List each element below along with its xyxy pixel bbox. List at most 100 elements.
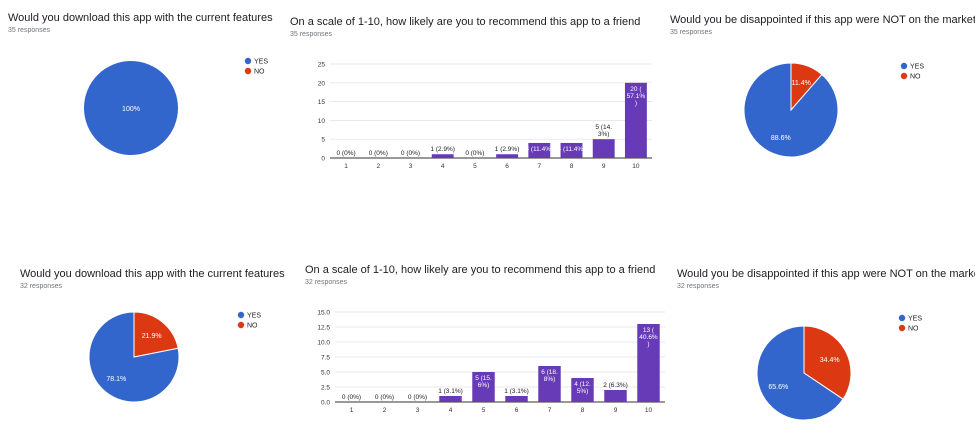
legend-marker-yes	[900, 62, 908, 70]
chart-subtitle: 32 responses	[20, 283, 63, 290]
chart-title: On a scale of 1-10, how likely are you t…	[305, 264, 656, 276]
y-tick-label: 10	[318, 118, 326, 125]
data-label: 0 (0%)	[375, 394, 394, 401]
legend-marker-no	[898, 324, 906, 332]
x-tick-label: 1	[350, 407, 354, 414]
data-label: 1 (3.1%)	[504, 388, 529, 395]
x-tick-label: 4	[441, 163, 445, 170]
bar-9	[592, 139, 615, 158]
x-tick-label: 6	[515, 407, 519, 414]
x-tick-label: 5	[482, 407, 486, 414]
data-label: 6 (18.	[541, 369, 558, 376]
bar-10	[624, 82, 647, 158]
bar-10	[637, 324, 660, 402]
bar-9	[604, 390, 627, 402]
x-tick-label: 3	[416, 407, 420, 414]
data-label: 5 (14.	[595, 124, 612, 131]
data-label: 1 (2.9%)	[495, 146, 520, 153]
x-tick-label: 7	[537, 163, 541, 170]
chart-subtitle: 32 responses	[305, 279, 348, 286]
bar-panel-recommend-35: On a scale of 1-10, how likely are you t…	[290, 16, 670, 181]
legend-label-no: NO	[908, 326, 919, 333]
data-label: 5 (15.	[475, 375, 492, 382]
chart-subtitle: 35 responses	[670, 29, 713, 36]
data-label: 3%)	[598, 131, 610, 138]
pie-panel-download-32: Would you download this app with the cur…	[20, 268, 300, 438]
x-tick-label: 8	[570, 163, 574, 170]
data-label: 20 (	[630, 86, 642, 93]
pie-chart: 21.9% 78.1% YES NO	[88, 311, 261, 403]
legend-label-no: NO	[254, 69, 265, 76]
data-label: 4 (12.	[574, 381, 591, 388]
bar-4	[431, 154, 454, 158]
slice-label-no: 21.9%	[142, 333, 162, 340]
pie-slice-no	[803, 325, 852, 400]
y-tick-label: 5.0	[321, 370, 330, 377]
data-label: 2 (6.3%)	[603, 382, 628, 389]
x-tick-label: 4	[449, 407, 453, 414]
x-tick-label: 2	[376, 163, 380, 170]
legend-marker-no	[900, 72, 908, 80]
slice-label-yes: 78.1%	[106, 376, 126, 383]
x-tick-label: 1	[344, 163, 348, 170]
legend-label-no: NO	[247, 323, 258, 330]
pie-panel-download-35: Would you download this app with the cur…	[8, 12, 308, 192]
x-tick-label: 9	[602, 163, 606, 170]
data-label: 0 (0%)	[369, 150, 388, 157]
x-tick-label: 6	[505, 163, 509, 170]
x-tick-label: 8	[581, 407, 585, 414]
legend-marker-yes	[237, 311, 245, 319]
bar-5	[472, 372, 495, 402]
data-label: 0 (0%)	[401, 150, 420, 157]
bar-4	[439, 396, 462, 402]
data-label: 0 (0%)	[337, 150, 356, 157]
chart-title: Would you be disappointed if this app we…	[670, 14, 975, 26]
y-tick-label: 25	[318, 62, 326, 69]
slice-label-no: 11.4%	[792, 80, 811, 87]
pie-chart: 34.4% 65.6% YES NO	[756, 314, 922, 421]
data-label: 4 (11.4%)	[558, 146, 586, 153]
y-tick-label: 5	[321, 137, 325, 144]
x-tick-label: 3	[409, 163, 413, 170]
x-tick-label: 2	[383, 407, 387, 414]
bar-7	[528, 142, 551, 158]
legend-label-yes: YES	[910, 64, 924, 71]
bar-6	[496, 154, 519, 158]
pie-chart: 100% YES NO	[84, 57, 268, 155]
legend-marker-no	[237, 321, 245, 329]
y-tick-label: 20	[318, 80, 326, 87]
y-tick-label: 12.5	[317, 325, 330, 332]
data-label: 0 (0%)	[465, 150, 484, 157]
bar-8	[560, 142, 583, 158]
x-tick-label: 7	[548, 407, 552, 414]
chart-subtitle: 35 responses	[290, 31, 333, 38]
pie-panel-disappointed-32: Would you be disappointed if this app we…	[677, 268, 975, 443]
data-label: 8%)	[544, 376, 556, 383]
legend-label-yes: YES	[908, 316, 922, 323]
slice-label: 100%	[122, 106, 140, 113]
y-tick-label: 0.0	[321, 400, 330, 407]
x-tick-label: 10	[632, 163, 640, 170]
chart-title: Would you be disappointed if this app we…	[677, 268, 975, 280]
bar-chart: 0 5 10 15 20 25 1 0 (0%) 2 0 (0%) 3 0 (0%) 4 1 (2.9%)…	[318, 62, 652, 170]
pie-slice-yes	[756, 325, 844, 421]
pie-panel-disappointed-35: Would you be disappointed if this app we…	[670, 14, 975, 194]
legend-marker-yes	[898, 314, 906, 322]
data-label: 13 (	[643, 327, 655, 334]
y-tick-label: 2.5	[321, 385, 330, 392]
y-tick-label: 0	[321, 156, 325, 163]
y-tick-label: 15	[318, 99, 326, 106]
bar-8	[571, 378, 594, 402]
data-label: 57.1%	[627, 93, 646, 100]
chart-title: Would you download this app with the cur…	[20, 268, 285, 280]
pie-slice-yes	[84, 61, 178, 155]
chart-title: On a scale of 1-10, how likely are you t…	[290, 16, 641, 28]
chart-subtitle: 35 responses	[8, 27, 51, 34]
legend-marker-yes	[244, 57, 252, 65]
chart-subtitle: 32 responses	[677, 283, 720, 290]
slice-label-yes: 88.6%	[771, 135, 791, 142]
bar-chart: 0.0 2.5 5.0 7.5 10.0 12.5 15.0 1 0 (0%) 2 0 (0%) 3 0…	[317, 310, 665, 414]
data-label: 5%)	[577, 388, 589, 395]
legend-label-no: NO	[910, 74, 921, 81]
data-label: 0 (0%)	[408, 394, 427, 401]
